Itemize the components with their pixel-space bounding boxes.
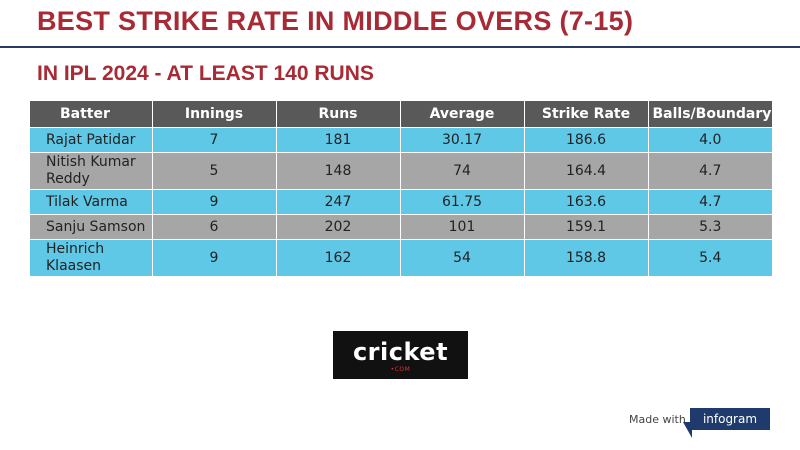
column-header-balls-per-boundary: Balls/Boundary: [647, 101, 772, 128]
cell-runs: 148: [275, 152, 400, 190]
cell-innings: 5: [151, 152, 276, 190]
cell-strike-rate: 164.4: [523, 152, 648, 190]
cell-average: 54: [399, 239, 524, 276]
cell-innings: 6: [151, 214, 276, 240]
infogram-link[interactable]: infogram: [690, 408, 770, 430]
column-header-average: Average: [399, 101, 524, 128]
infogram-badge-tail: [683, 422, 692, 438]
made-with-label: Made with: [629, 413, 686, 426]
cell-runs: 181: [275, 127, 400, 153]
cell-batter: Heinrich Klaasen: [30, 239, 152, 276]
cell-average: 30.17: [399, 127, 524, 153]
title-divider: [0, 46, 800, 48]
cell-balls-per-boundary: 5.4: [647, 239, 772, 276]
cell-batter: Rajat Patidar: [30, 127, 152, 153]
cricket-com-logo: cricket •COM: [333, 331, 468, 379]
cell-batter: Nitish Kumar Reddy: [30, 152, 152, 190]
cell-strike-rate: 163.6: [523, 189, 648, 215]
table-row: Nitish Kumar Reddy 5 148 74 164.4 4.7: [30, 152, 772, 190]
cell-strike-rate: 158.8: [523, 239, 648, 276]
table-row: Heinrich Klaasen 9 162 54 158.8 5.4: [30, 239, 772, 276]
cell-average: 101: [399, 214, 524, 240]
table-row: Tilak Varma 9 247 61.75 163.6 4.7: [30, 189, 772, 215]
cell-balls-per-boundary: 4.0: [647, 127, 772, 153]
column-header-batter: Batter: [30, 101, 152, 128]
cell-runs: 162: [275, 239, 400, 276]
cell-average: 61.75: [399, 189, 524, 215]
cell-innings: 7: [151, 127, 276, 153]
column-header-innings: Innings: [151, 101, 276, 128]
cell-batter: Tilak Varma: [30, 189, 152, 215]
table-row: Sanju Samson 6 202 101 159.1 5.3: [30, 214, 772, 240]
cell-strike-rate: 159.1: [523, 214, 648, 240]
table-header-row: Batter Innings Runs Average Strike Rate …: [30, 101, 772, 128]
logo-domain: •COM: [390, 366, 411, 373]
cell-average: 74: [399, 152, 524, 190]
column-header-strike-rate: Strike Rate: [523, 101, 648, 128]
cell-runs: 202: [275, 214, 400, 240]
cell-balls-per-boundary: 5.3: [647, 214, 772, 240]
cell-runs: 247: [275, 189, 400, 215]
logo-wordmark: cricket: [352, 338, 449, 366]
column-header-runs: Runs: [275, 101, 400, 128]
cell-balls-per-boundary: 4.7: [647, 152, 772, 190]
cell-balls-per-boundary: 4.7: [647, 189, 772, 215]
cell-innings: 9: [151, 189, 276, 215]
chart-title: BEST STRIKE RATE IN MIDDLE OVERS (7-15): [37, 6, 634, 36]
stats-table: Batter Innings Runs Average Strike Rate …: [30, 101, 772, 276]
chart-subtitle: IN IPL 2024 - AT LEAST 140 RUNS: [37, 62, 374, 85]
cell-innings: 9: [151, 239, 276, 276]
cell-batter: Sanju Samson: [30, 214, 152, 240]
table-row: Rajat Patidar 7 181 30.17 186.6 4.0: [30, 127, 772, 153]
cell-strike-rate: 186.6: [523, 127, 648, 153]
